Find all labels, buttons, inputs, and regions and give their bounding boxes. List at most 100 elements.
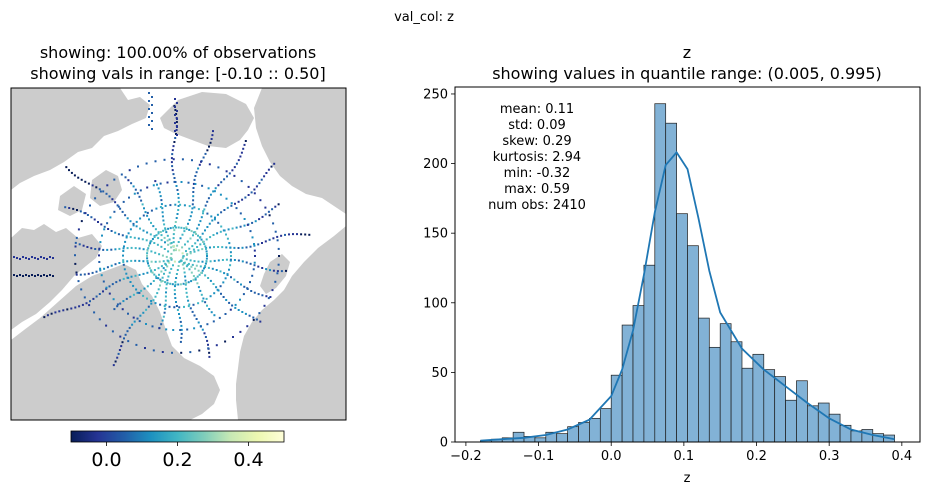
- observation-dot: [107, 228, 110, 230]
- observation-dot: [213, 246, 215, 249]
- observation-dot: [274, 280, 277, 283]
- observation-dot: [150, 209, 153, 212]
- observation-dot: [193, 327, 196, 330]
- observation-dot: [255, 185, 258, 188]
- observation-dot: [166, 282, 169, 285]
- observation-dot: [43, 316, 46, 319]
- observation-dot: [168, 238, 171, 241]
- observation-dot: [181, 263, 184, 266]
- observation-dot: [204, 301, 207, 304]
- observation-dot: [122, 250, 125, 252]
- observation-dot: [151, 128, 153, 130]
- observation-dot: [247, 194, 250, 196]
- observation-dot: [213, 259, 216, 262]
- observation-dot: [209, 279, 212, 282]
- observation-dot: [223, 178, 226, 181]
- observation-dot: [195, 233, 197, 235]
- observation-dot: [263, 175, 266, 178]
- observation-dot: [156, 183, 158, 186]
- observation-dot: [142, 260, 145, 263]
- observation-dot: [80, 288, 83, 291]
- observation-dot: [25, 257, 27, 259]
- colorbar-ticks: 0.0 0.2 0.4: [91, 442, 264, 471]
- observation-dot: [261, 215, 264, 218]
- observation-dot: [124, 214, 127, 217]
- observation-dot: [13, 256, 15, 258]
- observation-dot: [172, 241, 175, 244]
- observation-dot: [185, 250, 187, 253]
- observation-dot: [113, 210, 116, 213]
- observation-dot: [161, 280, 164, 282]
- observation-dot: [113, 178, 116, 181]
- histogram-bar: [719, 323, 732, 443]
- observation-dot: [219, 230, 222, 233]
- observation-dot: [181, 257, 184, 260]
- observation-dot: [160, 234, 163, 237]
- observation-dot: [106, 266, 109, 269]
- observation-dot: [235, 226, 238, 229]
- observation-dot: [219, 285, 222, 288]
- observation-dot: [220, 211, 223, 214]
- observation-dot: [90, 247, 93, 250]
- observation-dot: [191, 159, 193, 162]
- observation-dot: [242, 147, 245, 150]
- observation-dot: [249, 262, 252, 265]
- observation-dot: [197, 208, 200, 211]
- observation-dot: [179, 203, 182, 206]
- x-tick-label: 0.0: [601, 449, 622, 464]
- observation-dot: [192, 191, 195, 193]
- observation-dot: [116, 204, 119, 207]
- observation-dot: [130, 182, 133, 185]
- observation-dot: [180, 259, 183, 262]
- observation-dot: [198, 163, 201, 166]
- observation-dot: [206, 149, 209, 152]
- observation-dot: [240, 151, 243, 154]
- observation-dot: [169, 242, 172, 245]
- hist-subtitle: showing values in quantile range: (0.005…: [492, 64, 882, 83]
- observation-dot: [224, 340, 227, 343]
- observation-dot: [83, 296, 86, 299]
- observation-dot: [163, 311, 166, 314]
- observation-dot: [79, 273, 82, 276]
- observation-dot: [253, 249, 256, 252]
- observation-dot: [190, 280, 193, 283]
- observation-dot: [240, 283, 242, 286]
- observation-dot: [199, 220, 202, 223]
- observation-dot: [205, 252, 208, 255]
- observation-dot: [226, 206, 229, 209]
- observation-dot: [217, 246, 220, 248]
- observation-dot: [186, 264, 189, 266]
- observation-dot: [191, 207, 194, 210]
- observation-dot: [169, 282, 172, 285]
- observation-dot: [199, 289, 202, 292]
- observation-dot: [192, 182, 195, 185]
- observation-dot: [129, 236, 132, 239]
- observation-dot: [224, 313, 227, 315]
- observation-dot: [188, 205, 191, 208]
- observation-dot: [235, 207, 238, 210]
- observation-dot: [179, 329, 182, 331]
- observation-dot: [94, 248, 97, 250]
- observation-dot: [197, 286, 200, 289]
- observation-dot: [25, 274, 27, 276]
- observation-dot: [177, 200, 180, 203]
- observation-dot: [177, 226, 180, 229]
- observation-dot: [190, 265, 193, 268]
- observation-dot: [178, 313, 180, 315]
- observation-dot: [146, 211, 149, 214]
- observation-dot: [160, 245, 163, 248]
- observation-dot: [99, 267, 102, 270]
- observation-dot: [165, 328, 168, 331]
- observation-dot: [102, 190, 105, 193]
- observation-dot: [146, 214, 149, 217]
- y-axis-ticks: 0 50 100 150 200 250: [423, 87, 455, 451]
- observation-dot: [245, 261, 248, 264]
- observation-dot: [213, 292, 216, 295]
- histogram-bar: [774, 376, 786, 443]
- observation-dot: [197, 321, 200, 324]
- observation-dot: [116, 305, 119, 308]
- observation-dot: [174, 130, 176, 132]
- observation-dot: [146, 259, 149, 262]
- observation-dot: [273, 162, 276, 165]
- observation-dot: [138, 273, 141, 276]
